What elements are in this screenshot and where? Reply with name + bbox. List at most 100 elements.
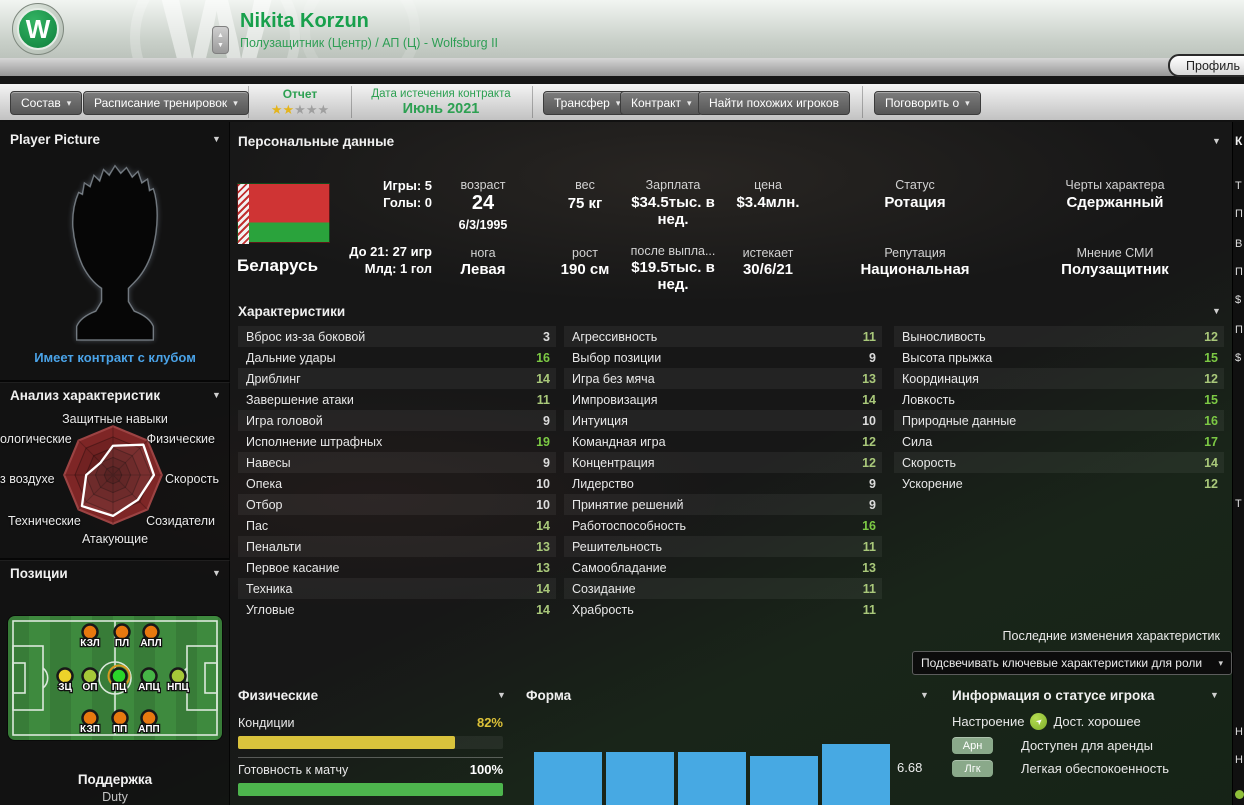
attributes-column-physical: Выносливость 12 Высота прыжка 15 Координация… [894,326,1224,494]
nation-flag-belarus [237,183,330,244]
collapse-icon[interactable]: ▼ [212,134,221,144]
attribute-name: Решительность [572,539,663,554]
status-value: Ротация [884,194,946,211]
age-label: возраст [460,178,506,192]
personal-data-panel-title: Персональные данные [238,134,395,149]
collapse-icon[interactable]: ▼ [212,390,221,400]
rail-fragment: $ [1235,294,1242,306]
talk-about-button[interactable]: Поговорить о ▾ [874,91,981,115]
attribute-name: Пас [246,518,269,533]
position-dot-ПП [111,709,129,727]
position-dot-НПЦ [169,667,187,685]
height-value: 190 см [560,261,610,278]
collapse-icon[interactable]: ▼ [920,690,929,700]
attribute-name: Игра головой [246,413,323,428]
contract-expiry-value: Июнь 2021 [402,101,480,117]
attribute-value: 13 [862,560,876,575]
attribute-value: 9 [869,350,876,365]
contract-button[interactable]: Контракт ▾ [620,91,703,115]
collapse-icon[interactable]: ▼ [497,690,506,700]
panel-divider [0,380,230,382]
transfer-button-label: Трансфер [554,96,610,110]
report-label: Отчет [282,87,318,101]
age-value: 24 [471,192,495,214]
collapse-icon[interactable]: ▼ [212,568,221,578]
collapse-icon[interactable]: ▼ [1212,136,1221,146]
attribute-value: 11 [862,581,876,596]
attribute-value: 11 [862,602,876,617]
player-silhouette [72,164,158,341]
attribute-name: Сила [902,434,933,449]
rail-fragment: П [1235,324,1243,336]
chevron-down-icon: ▾ [66,97,72,108]
contract-status-link[interactable]: Имеет контракт с клубом [34,350,196,365]
collapse-icon[interactable]: ▼ [1210,690,1219,700]
position-label: НПЦ [167,682,189,693]
attribute-value: 12 [1204,476,1218,491]
condition-bar [238,736,503,749]
caps-games: Игры: 5 [383,178,432,193]
sidebar: Player Picture ▼ Имеет контракт с клубом… [0,122,230,805]
attribute-row: Концентрация 12 [564,452,882,473]
toolbar-divider [248,86,249,118]
status-text: Доступен для аренды [1021,738,1153,753]
u21-caps: До 21: 27 игр [349,244,432,259]
player-switch-spinner[interactable]: ▲ ▼ [212,26,229,54]
weight-label: вес [575,178,595,192]
position-dot-АПП [140,709,158,727]
foot-value: Левая [460,261,506,278]
radar-label-aerial: з воздухе [0,472,55,486]
report-block[interactable]: Отчет ★★★★★ [255,87,345,119]
player-name: Nikita Korzun [240,10,369,32]
rail-fragment: Н [1235,726,1243,738]
attribute-name: Агрессивность [572,329,658,344]
traits-label: Черты характера [1065,178,1165,192]
attribute-value: 16 [1204,413,1218,428]
status-badge: Лгк [952,760,993,777]
match-fitness-value: 100% [469,762,503,777]
reputation-value: Национальная [860,261,970,278]
tab-profile[interactable]: Профиль [1168,54,1244,77]
attribute-name: Опека [246,476,283,491]
position-highlight-ring [107,664,131,688]
attribute-name: Ловкость [902,392,955,407]
player-status-panel-title: Информация о статусе игрока [952,688,1155,703]
spinner-up-icon[interactable]: ▲ [217,31,224,39]
status-text: Легкая обеспокоенность [1021,761,1169,776]
chevron-down-icon: ▾ [1218,657,1223,668]
attribute-name: Скорость [902,455,956,470]
transfer-button[interactable]: Трансфер ▾ [543,91,632,115]
form-bars [534,744,894,805]
collapse-icon[interactable]: ▼ [1212,306,1221,316]
find-similar-players-button[interactable]: Найти похожих игроков [698,91,850,115]
attribute-row: Скорость 14 [894,452,1224,473]
contract-expiry-label: Дата истечения контракта [371,88,511,100]
toolbar: Состав ▾ Расписание тренировок ▾ Отчет ★… [0,84,1244,122]
attribute-value: 14 [1204,455,1218,470]
highlight-key-attributes-dropdown[interactable]: Подсвечивать ключевые характеристики для… [912,651,1232,675]
attribute-value: 15 [1204,392,1218,407]
panel-divider [0,558,230,560]
training-schedule-button[interactable]: Расписание тренировок ▾ [83,91,249,115]
attribute-name: Навесы [246,455,291,470]
position-dot-КЗЛ [81,623,99,641]
attribute-name: Лидерство [572,476,634,491]
flag-ornament [238,184,249,244]
positions-panel-title: Позиции [10,566,68,581]
value-value: $3.4млн. [736,194,800,211]
expires-label: истекает [742,246,794,260]
spinner-down-icon[interactable]: ▼ [217,41,224,49]
expires-value: 30/6/21 [742,261,794,278]
squad-button[interactable]: Состав ▾ [10,91,83,115]
attribute-row: Лидерство 9 [564,473,882,494]
form-bar [750,756,818,805]
match-fitness-bar [238,783,503,796]
position-dot-ЗЦ [56,667,74,685]
player-picture-panel-title: Player Picture [10,132,101,147]
attribute-name: Работоспособность [572,518,687,533]
birth-date: 6/3/1995 [458,218,508,232]
attribute-name: Отбор [246,497,283,512]
panel-divider [238,757,503,758]
match-fitness-bar-fill [238,783,503,796]
attribute-value: 9 [869,476,876,491]
